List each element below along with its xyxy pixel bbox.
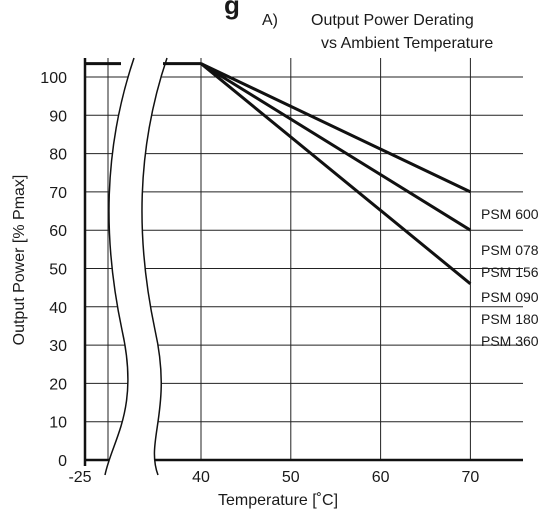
axis-break-mask [105,58,167,475]
series-label: PSM 600 [481,206,539,222]
x-tick-label: -25 [68,469,91,486]
y-tick-label: 90 [49,108,67,125]
y-tick-label: 50 [49,262,67,279]
axis-break-curve-left [104,57,135,476]
x-tick-label: 50 [282,469,300,486]
chart-label: A) [262,12,278,29]
y-tick-label: 40 [49,300,67,317]
chart-title-line1: Output Power Derating [311,12,474,29]
y-tick-label: 30 [49,338,67,355]
series-label: PSM 360 [481,333,539,349]
series-label: PSM 090 [481,289,539,305]
axis-break-curve-right [141,57,168,476]
y-tick-label: 100 [40,70,67,87]
series-label: PSM 156 [481,264,539,280]
y-tick-label: 70 [49,185,67,202]
y-axis-label: Output Power [% Pmax] [11,175,28,346]
series-label: PSM 078 [481,242,539,258]
chart-title-line2: vs Ambient Temperature [321,35,494,52]
series-line [200,62,472,232]
x-axis-label: Temperature [˚C] [218,492,338,509]
x-tick-label: 40 [192,469,210,486]
cut-off-heading: g [224,0,240,20]
y-tick-label: 20 [49,376,67,393]
x-tick-label: 70 [462,469,480,486]
series-line [200,62,472,194]
series-line [200,62,472,285]
y-tick-label: 0 [58,453,67,470]
series-label: PSM 180 [481,311,539,327]
y-tick-label: 60 [49,223,67,240]
x-tick-label: 60 [372,469,390,486]
y-tick-label: 10 [49,415,67,432]
y-tick-label: 80 [49,147,67,164]
